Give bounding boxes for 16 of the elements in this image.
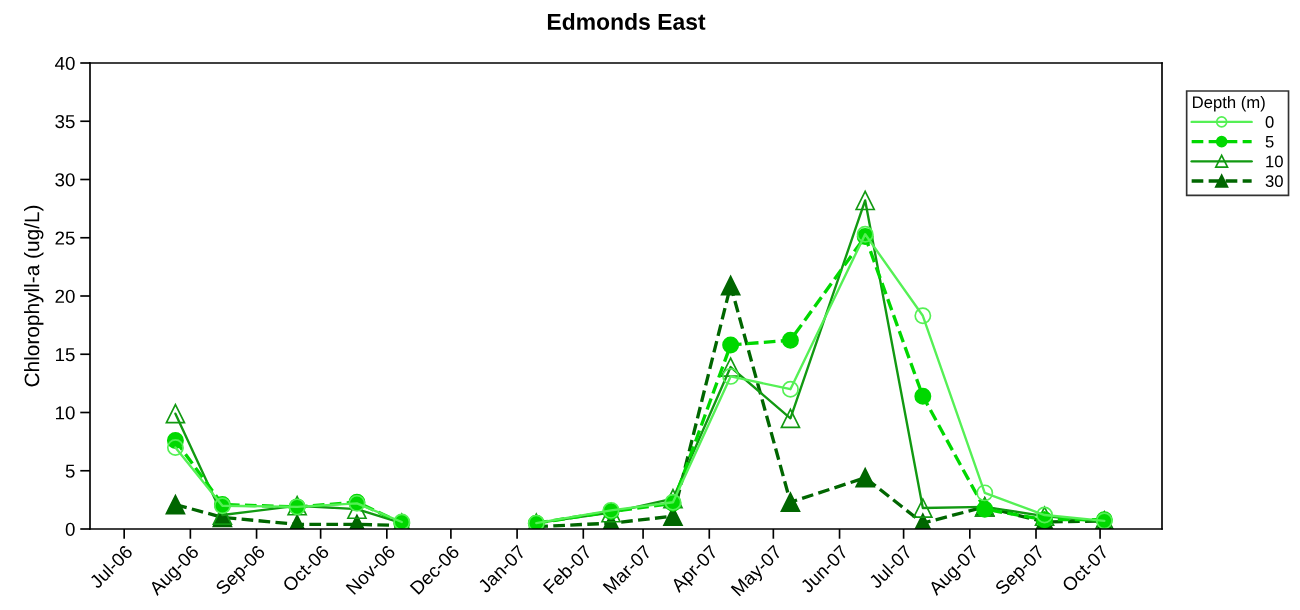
legend-title: Depth (m)	[1193, 95, 1265, 112]
y-axis-title: Chlorophyll-a (ug/L)	[24, 205, 44, 387]
legend-label: 5	[1265, 135, 1274, 148]
y-tick-label: 10	[55, 406, 75, 420]
legend-label: 10	[1266, 155, 1283, 168]
y-tick-label: 30	[55, 173, 75, 187]
y-tick-label: 25	[55, 231, 75, 245]
y-tick-label: 0	[65, 522, 75, 536]
y-tick-label: 15	[55, 348, 75, 362]
legend-label: 0	[1265, 116, 1274, 128]
y-tick-label: 20	[55, 289, 75, 303]
y-tick-label: 35	[55, 114, 75, 129]
y-tick-label: 40	[54, 56, 75, 70]
legend-label: 30	[1265, 175, 1283, 188]
chart-title: Edmonds East	[547, 13, 706, 30]
y-tick-label: 5	[65, 464, 75, 478]
